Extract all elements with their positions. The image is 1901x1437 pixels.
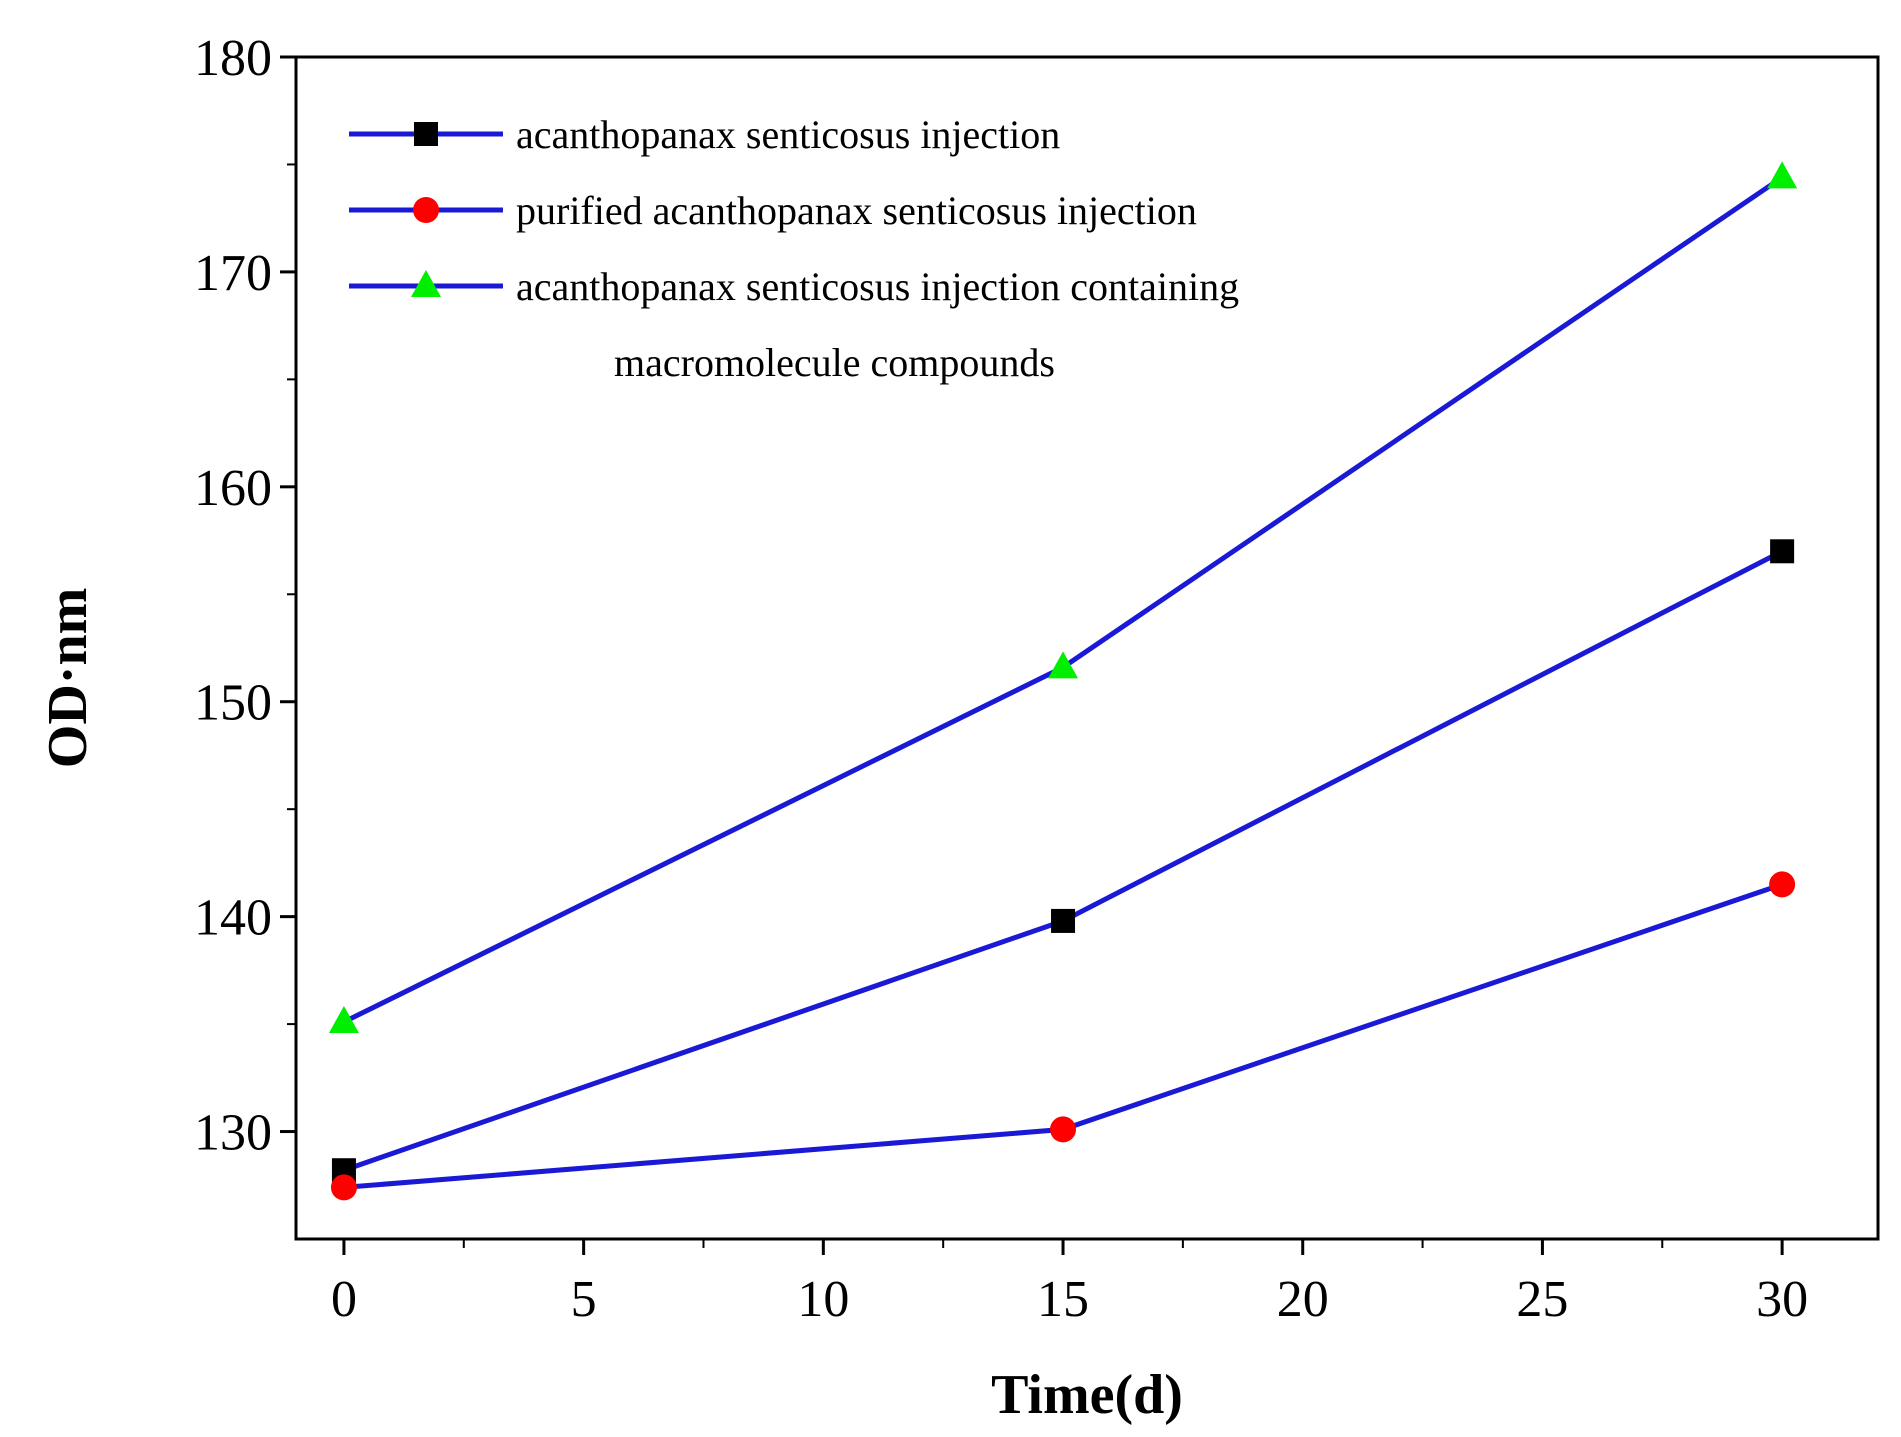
- data-point-series-1: [1051, 908, 1076, 933]
- data-point-series-3: [1767, 161, 1798, 189]
- data-point-series-3: [328, 1005, 359, 1033]
- data-point-series-2: [330, 1174, 357, 1201]
- y-axis-title: OD·nm: [37, 588, 99, 768]
- series-lines: [342, 175, 1784, 1190]
- series-markers: [328, 161, 1798, 1201]
- series-line-1: [343, 549, 1784, 1173]
- data-point-series-3: [1048, 651, 1079, 679]
- axis-ticks: [280, 55, 1784, 1255]
- y-tick-label: 140: [194, 890, 272, 947]
- legend: acanthopanax senticosus injection purifie…: [349, 112, 1239, 385]
- axis-tick-labels: 0 5 10 15 20 25 30 130 140 150 160 170 180: [194, 30, 1808, 1328]
- x-tick-label: 0: [331, 1271, 357, 1328]
- y-tick-label: 180: [194, 30, 272, 87]
- x-tick-label: 15: [1037, 1271, 1089, 1328]
- legend-label: acanthopanax senticosus injection contai…: [516, 264, 1239, 309]
- legend-marker-1: [414, 122, 438, 146]
- x-tick-label: 25: [1516, 1271, 1568, 1328]
- x-tick-label: 10: [797, 1271, 849, 1328]
- legend-label-continued: macromolecule compounds: [614, 340, 1055, 385]
- x-axis-title: Time(d): [991, 1364, 1183, 1426]
- y-tick-label: 170: [194, 245, 272, 302]
- x-tick-label: 20: [1277, 1271, 1329, 1328]
- legend-label: acanthopanax senticosus injection: [516, 112, 1060, 157]
- legend-marker-3: [411, 270, 441, 297]
- data-point-series-2: [1050, 1116, 1077, 1143]
- legend-marker-2: [413, 197, 439, 223]
- y-tick-label: 130: [194, 1105, 272, 1162]
- y-tick-label: 160: [194, 460, 272, 517]
- x-tick-label: 5: [571, 1271, 597, 1328]
- x-tick-label: 30: [1756, 1271, 1808, 1328]
- data-point-series-2: [1769, 871, 1796, 898]
- plot-area: [294, 55, 1880, 1241]
- y-tick-label: 150: [194, 675, 272, 732]
- legend-label: purified acanthopanax senticosus injecti…: [516, 188, 1197, 233]
- data-point-series-1: [1770, 539, 1795, 564]
